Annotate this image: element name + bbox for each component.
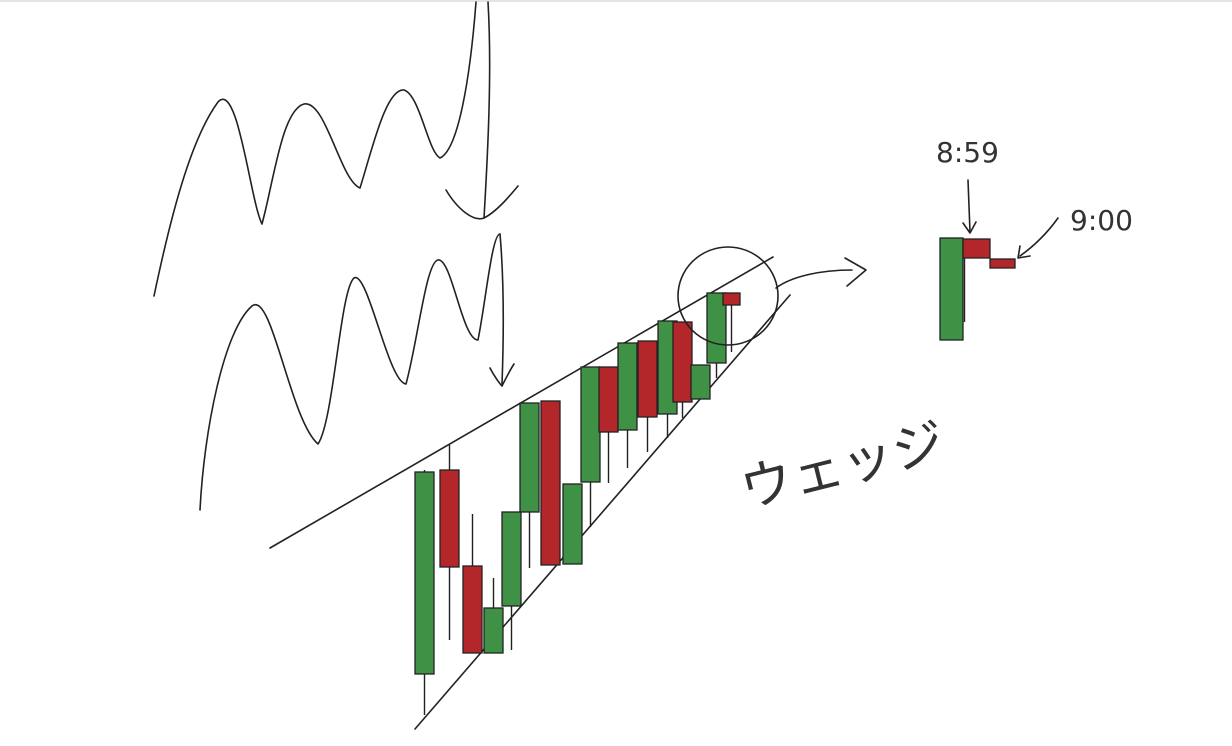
bearish-candle-2	[439, 469, 460, 568]
arrow-to-900-candle	[1019, 217, 1059, 257]
bearish-candle-7	[540, 400, 561, 566]
arrow-head-900	[1017, 245, 1031, 259]
bearish-candle-10	[598, 366, 619, 433]
zoom-candle-group	[939, 237, 1016, 341]
wedge-lower-trendline	[414, 294, 791, 730]
zoom-arrow-head	[844, 257, 867, 287]
zoom-candle-900	[989, 258, 1016, 269]
lower-arrow-head	[489, 363, 515, 387]
candlestick-group	[414, 292, 741, 715]
bullish-candle-5	[501, 511, 522, 607]
bullish-candle-1	[414, 471, 435, 675]
bullish-candle-9	[580, 366, 601, 483]
time-label-859: 8:59	[936, 136, 999, 169]
zoom-candle-859	[962, 238, 991, 259]
upper-wave-sketch	[153, 1, 477, 297]
bearish-candle-3	[462, 565, 483, 654]
arrow-to-859-candle	[967, 179, 971, 233]
upper-down-arrow	[483, 1, 491, 219]
bullish-candle-6	[519, 402, 540, 513]
zoom-bullish-candle	[939, 237, 964, 341]
arrow-head-859	[962, 221, 977, 234]
time-label-900: 9:00	[1070, 204, 1133, 237]
lower-down-arrow	[499, 233, 505, 385]
upper-arrow-head	[445, 185, 519, 220]
pattern-name-label: ウェッジ	[735, 412, 951, 521]
bullish-candle-15	[690, 364, 711, 400]
bullish-candle-8	[562, 483, 583, 565]
bullish-candle-4	[483, 607, 504, 654]
zoom-arrow	[775, 269, 853, 289]
bearish-candle-17	[722, 292, 741, 306]
bearish-candle-12	[637, 340, 658, 418]
bullish-candle-11	[617, 342, 638, 431]
bullish-candle-16	[706, 292, 727, 364]
highlight-circle	[677, 246, 779, 346]
bearish-candle-14	[672, 321, 693, 403]
lower-wave-sketch	[199, 233, 501, 511]
